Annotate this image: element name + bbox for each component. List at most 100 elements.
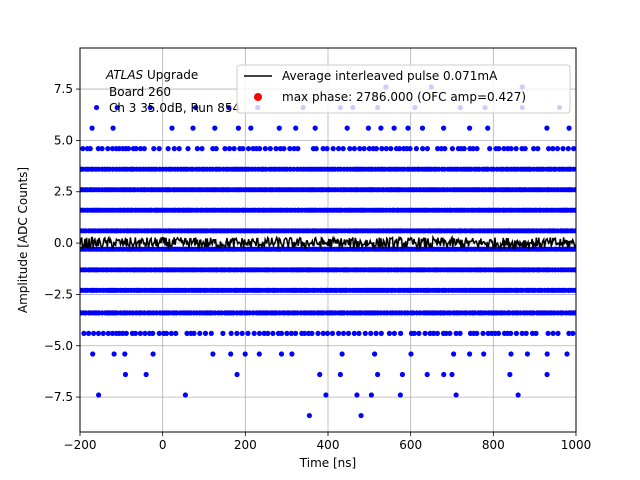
sample-point	[508, 146, 514, 152]
annotation-line-3: Ch 3 35.0dB, Run 854	[109, 101, 240, 115]
sample-point	[544, 125, 550, 131]
sample-point	[309, 330, 315, 336]
sample-point	[109, 330, 116, 336]
sample-point	[474, 330, 480, 336]
sample-point	[150, 351, 156, 357]
sample-point	[212, 125, 218, 131]
sample-point	[560, 146, 566, 152]
sample-point	[291, 146, 297, 152]
annotation-line-2: Board 260	[109, 85, 171, 99]
sample-point	[508, 330, 514, 336]
sample-point	[251, 330, 257, 336]
sample-point	[555, 330, 561, 336]
sample-point	[449, 146, 455, 152]
sample-point	[419, 125, 426, 131]
sample-point	[566, 125, 572, 131]
sample-point	[265, 330, 271, 336]
sample-point	[573, 267, 576, 273]
sample-point	[95, 330, 102, 336]
legend-entry-max-phase: max phase: 2786.000 (OFC amp=0.427)	[282, 90, 526, 104]
sample-level	[80, 166, 576, 172]
sample-point	[467, 125, 473, 131]
sample-point	[422, 330, 428, 336]
sample-point	[197, 330, 203, 336]
sample-point	[515, 392, 521, 398]
sample-point	[571, 146, 576, 152]
sample-point	[344, 125, 350, 131]
sample-point	[133, 146, 139, 152]
sample-point	[141, 310, 147, 316]
legend-entry-average: Average interleaved pulse 0.071mA	[282, 69, 498, 83]
sample-point	[210, 351, 216, 357]
sample-point	[366, 146, 372, 152]
sample-point	[150, 330, 156, 336]
sample-point	[531, 146, 537, 152]
sample-point	[228, 330, 234, 336]
sample-point	[407, 146, 413, 152]
sample-point	[431, 330, 437, 336]
sample-point	[571, 166, 576, 172]
y-axis-label: Amplitude [ADC Counts]	[16, 167, 30, 313]
sample-point	[411, 330, 417, 336]
sample-point	[202, 330, 209, 336]
sample-point	[278, 330, 285, 336]
sample-point	[449, 371, 455, 378]
sample-level	[80, 228, 576, 234]
sample-point	[408, 351, 414, 357]
sample-point	[330, 146, 336, 152]
sample-point	[398, 330, 404, 336]
sample-point	[372, 351, 378, 357]
x-tick-label: 800	[482, 438, 505, 452]
sample-point	[361, 146, 367, 152]
sample-point	[86, 330, 92, 336]
sample-point	[174, 310, 180, 316]
annotation: ATLAS Upgrade Board 260 Ch 3 35.0dB, Run…	[105, 68, 240, 115]
sample-point	[156, 330, 162, 336]
sample-point	[185, 146, 191, 152]
sample-point	[396, 146, 403, 152]
sample-level	[80, 207, 576, 213]
sample-point	[87, 146, 93, 152]
sample-point	[171, 146, 177, 152]
sample-point	[80, 146, 86, 152]
y-tick-label: −7.5	[44, 390, 73, 404]
sample-point	[347, 146, 353, 152]
sample-point	[501, 146, 507, 152]
sample-point	[176, 146, 182, 152]
sample-point	[573, 187, 576, 193]
sample-point	[120, 330, 126, 336]
sample-point	[491, 166, 497, 172]
sample-point	[550, 330, 556, 336]
plot-area	[80, 84, 576, 419]
sample-point	[441, 125, 447, 131]
sample-point	[262, 146, 268, 152]
sample-point	[278, 351, 285, 357]
sample-point	[365, 125, 371, 131]
sample-point	[220, 330, 226, 336]
sample-point	[545, 330, 551, 336]
sample-level	[81, 330, 576, 336]
sample-point	[231, 146, 237, 152]
sample-point	[530, 310, 537, 316]
sample-level	[90, 351, 570, 357]
sample-point	[142, 330, 148, 336]
sample-point	[487, 146, 493, 152]
sample-point	[194, 146, 200, 152]
sample-point	[441, 371, 447, 378]
sample-point	[191, 330, 197, 336]
sample-point	[453, 330, 459, 336]
sample-point	[378, 125, 384, 131]
sample-point	[122, 351, 128, 357]
sample-point	[276, 125, 282, 131]
sample-point	[417, 310, 423, 316]
sample-point	[267, 146, 273, 152]
sample-point	[340, 330, 347, 336]
sample-point	[153, 310, 160, 316]
sample-point	[99, 146, 105, 152]
sample-point	[434, 330, 440, 336]
sample-point	[410, 310, 416, 316]
sample-level	[80, 310, 576, 316]
sample-point	[572, 228, 576, 234]
sample-point	[544, 351, 550, 357]
sample-level	[89, 125, 572, 131]
